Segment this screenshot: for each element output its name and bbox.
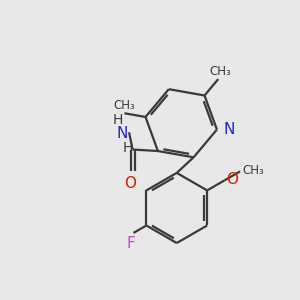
Text: CH₃: CH₃ [113,99,135,112]
Text: CH₃: CH₃ [242,164,264,177]
Text: O: O [124,176,136,191]
Text: CH₃: CH₃ [209,64,231,78]
Text: H: H [112,113,123,127]
Text: N: N [224,122,235,137]
Text: H: H [122,141,133,154]
Text: O: O [226,172,238,187]
Text: N: N [117,126,128,141]
Text: F: F [127,236,136,251]
